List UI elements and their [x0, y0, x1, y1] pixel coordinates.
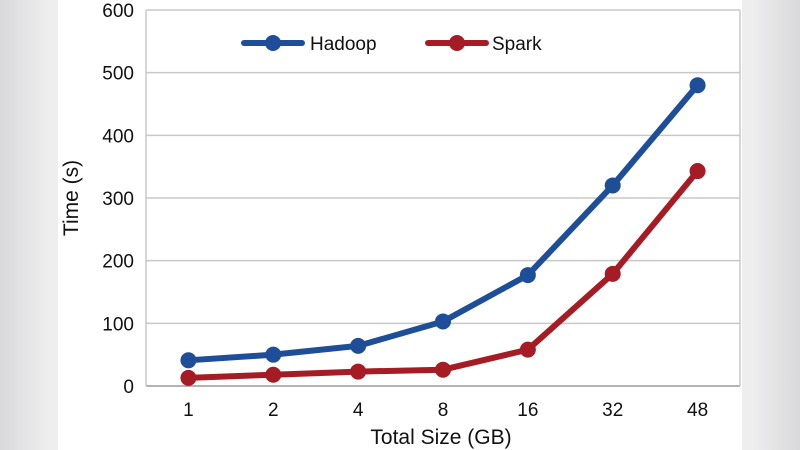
data-point-hadoop: [350, 337, 367, 354]
data-point-spark: [265, 366, 282, 383]
data-point-spark: [519, 341, 536, 358]
legend-marker-hadoop: [265, 35, 281, 51]
legend-item-hadoop: Hadoop: [241, 34, 377, 55]
data-point-hadoop: [180, 352, 197, 369]
data-point-spark: [689, 163, 706, 180]
y-tick-label: 500: [102, 64, 134, 85]
data-point-hadoop: [265, 346, 282, 363]
data-point-spark: [180, 369, 197, 386]
series-line-spark: [185, 168, 701, 381]
chart-panel: [58, 0, 742, 450]
y-tick-label: 0: [123, 377, 134, 398]
x-tick-label: 32: [602, 400, 623, 421]
y-axis-ticks: 0 100 200 300 400 500 600: [102, 1, 134, 398]
series-layer: [180, 77, 706, 386]
y-tick-label: 400: [102, 126, 134, 147]
legend: Hadoop Spark: [241, 34, 542, 55]
x-tick-label: 2: [268, 400, 279, 421]
data-point-hadoop: [689, 77, 706, 94]
data-point-spark: [604, 265, 621, 282]
y-axis-title: Time (s): [60, 160, 83, 236]
data-point-hadoop: [604, 177, 621, 194]
x-tick-label: 1: [183, 400, 194, 421]
x-tick-label: 4: [353, 400, 364, 421]
y-tick-label: 300: [102, 189, 134, 210]
y-tick-label: 100: [102, 314, 134, 335]
x-tick-label: 16: [517, 400, 538, 421]
x-axis-title: Total Size (GB): [370, 426, 511, 449]
data-point-hadoop: [519, 267, 536, 284]
data-point-spark: [435, 361, 451, 378]
gridlines: [145, 9, 741, 387]
legend-label-hadoop: Hadoop: [310, 34, 377, 55]
x-tick-label: 48: [687, 400, 708, 421]
y-tick-label: 200: [102, 252, 134, 273]
legend-item-spark: Spark: [425, 34, 542, 55]
x-axis-ticks: 1 2 4 8 16 32 48: [183, 400, 708, 421]
legend-label-spark: Spark: [492, 34, 542, 55]
data-point-hadoop: [435, 313, 451, 330]
legend-marker-spark: [449, 35, 465, 51]
y-tick-label: 600: [102, 1, 134, 22]
data-point-spark: [350, 363, 367, 380]
x-tick-label: 8: [438, 400, 449, 421]
